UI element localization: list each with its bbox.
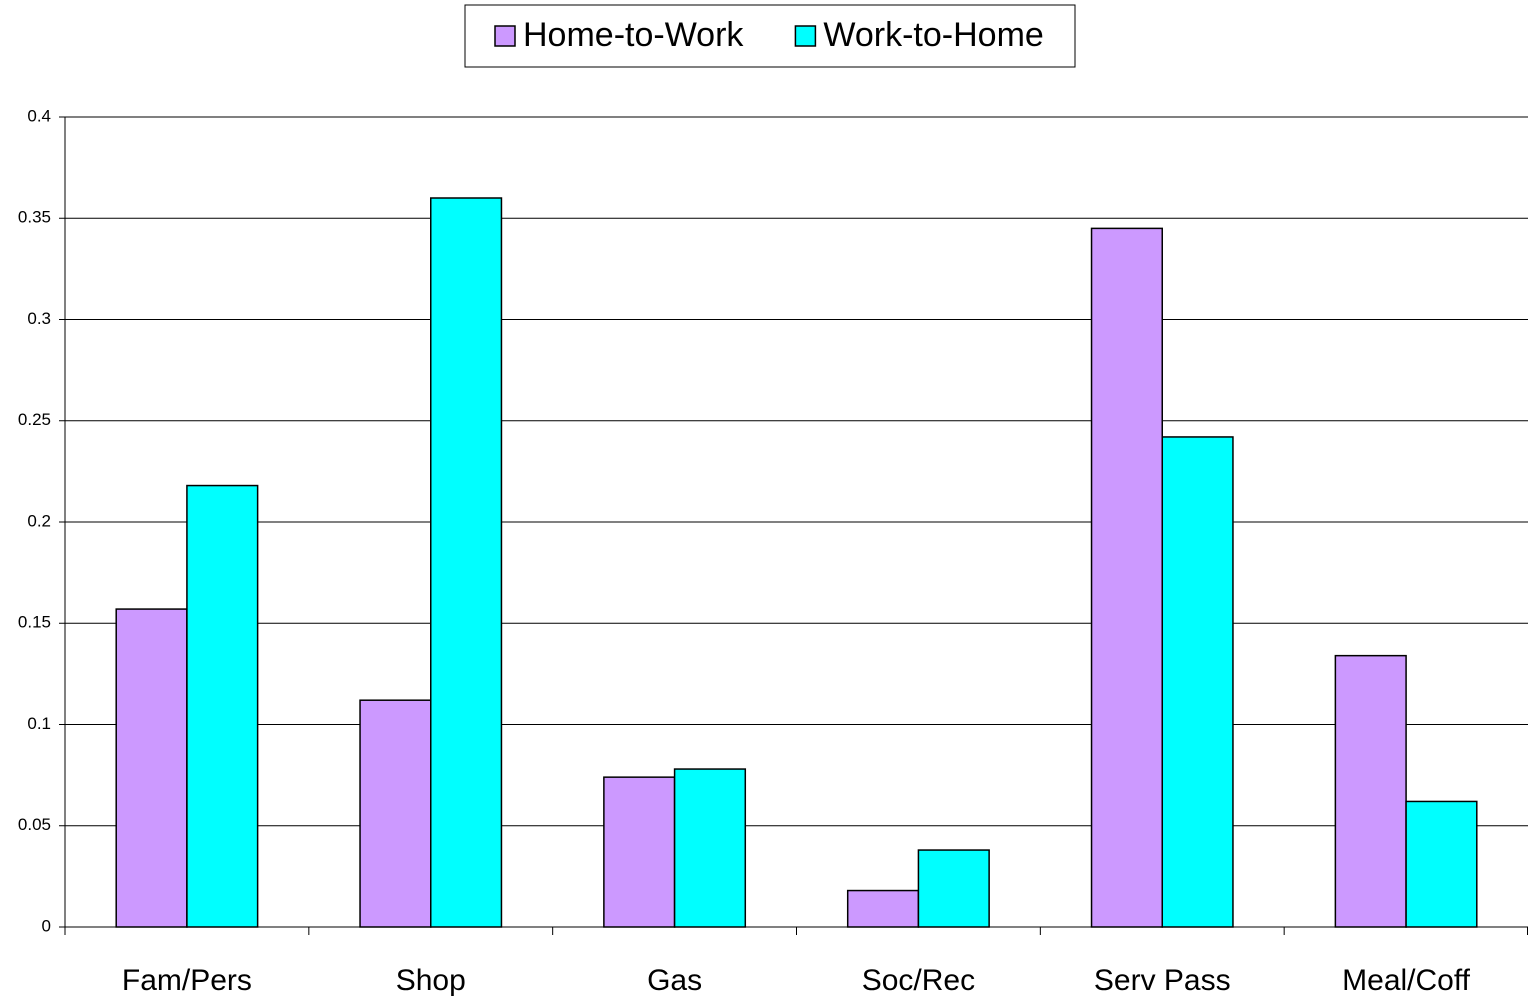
y-tick-label: 0.2 bbox=[27, 511, 51, 530]
y-tick-label: 0.15 bbox=[18, 613, 51, 632]
y-tick-label: 0.3 bbox=[27, 309, 51, 328]
bar bbox=[846, 889, 920, 928]
bar bbox=[430, 197, 503, 928]
bar bbox=[1334, 654, 1407, 928]
legend-box bbox=[464, 4, 1076, 68]
x-tick-label: Shop bbox=[396, 964, 466, 997]
bar bbox=[1090, 227, 1163, 928]
x-tick-label: Gas bbox=[647, 964, 702, 997]
x-tick-label: Serv Pass bbox=[1094, 964, 1231, 997]
legend-label: Home-to-Work bbox=[523, 16, 744, 54]
y-tick-label: 0.1 bbox=[27, 714, 51, 733]
bar bbox=[1405, 800, 1478, 928]
bar bbox=[1161, 436, 1234, 928]
x-tick-label: Fam/Pers bbox=[122, 964, 252, 997]
x-tick-label: Meal/Coff bbox=[1342, 964, 1471, 997]
y-tick-label: 0 bbox=[42, 916, 51, 935]
legend-swatch bbox=[494, 25, 516, 47]
bar bbox=[603, 776, 676, 928]
bar bbox=[359, 699, 432, 928]
y-tick-label: 0.4 bbox=[27, 106, 51, 125]
y-tick-label: 0.35 bbox=[18, 208, 51, 227]
y-tick-label: 0.05 bbox=[18, 815, 51, 834]
legend-swatch bbox=[794, 25, 817, 47]
bar bbox=[115, 608, 188, 928]
bar bbox=[673, 768, 747, 928]
x-tick-label: Soc/Rec bbox=[862, 964, 975, 997]
legend-label: Work-to-Home bbox=[823, 16, 1043, 54]
y-tick-label: 0.25 bbox=[18, 410, 51, 429]
bar bbox=[186, 484, 259, 928]
bar bbox=[917, 849, 990, 928]
